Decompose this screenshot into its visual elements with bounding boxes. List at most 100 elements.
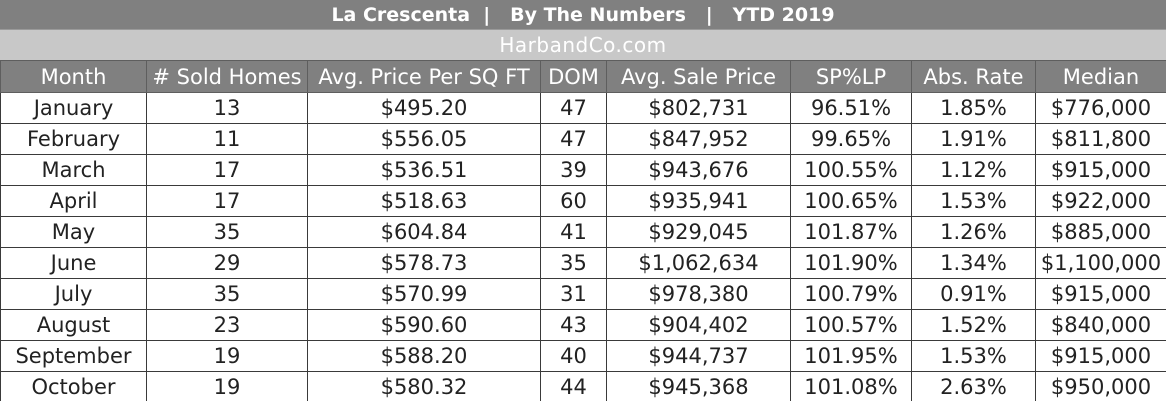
cell-avg-sale-price: $978,380: [606, 278, 791, 310]
cell-price-per-sqft: $518.63: [307, 185, 541, 217]
table-body: January 13 $495.20 47 $802,731 96.51% 1.85% $77…: [0, 92, 1166, 401]
cell-price-per-sqft: $590.60: [307, 309, 541, 341]
cell-median: $950,000: [1035, 371, 1166, 401]
cell-dom: 47: [540, 123, 607, 155]
cell-sp-lp: 101.08%: [790, 371, 912, 401]
table-row: October 19 $580.32 44 $945,368 101.08% 2.63% $9…: [0, 371, 1166, 401]
cell-avg-sale-price: $1,062,634: [606, 247, 791, 279]
cell-median: $776,000: [1035, 92, 1166, 124]
cell-month: January: [0, 92, 147, 124]
cell-median: $811,800: [1035, 123, 1166, 155]
cell-month: April: [0, 185, 147, 217]
cell-abs-rate: 2.63%: [911, 371, 1036, 401]
table-row: July 35 $570.99 31 $978,380 100.79% 0.91% $915,…: [0, 278, 1166, 310]
cell-dom: 31: [540, 278, 607, 310]
cell-sold-homes: 35: [146, 216, 308, 248]
column-header-sp-lp: SP%LP: [790, 60, 912, 93]
column-header-sold-homes: # Sold Homes: [146, 60, 308, 93]
cell-sp-lp: 101.87%: [790, 216, 912, 248]
cell-dom: 41: [540, 216, 607, 248]
cell-avg-sale-price: $935,941: [606, 185, 791, 217]
cell-dom: 60: [540, 185, 607, 217]
cell-median: $922,000: [1035, 185, 1166, 217]
cell-month: June: [0, 247, 147, 279]
sheet-title: La Crescenta | By The Numbers | YTD 2019: [0, 0, 1166, 30]
cell-month: July: [0, 278, 147, 310]
column-header-abs-rate: Abs. Rate: [911, 60, 1036, 93]
cell-sp-lp: 96.51%: [790, 92, 912, 124]
cell-median: $915,000: [1035, 278, 1166, 310]
cell-price-per-sqft: $495.20: [307, 92, 541, 124]
cell-abs-rate: 1.26%: [911, 216, 1036, 248]
cell-abs-rate: 1.53%: [911, 340, 1036, 372]
cell-dom: 39: [540, 154, 607, 186]
table-row: February 11 $556.05 47 $847,952 99.65% 1.91% $8…: [0, 123, 1166, 155]
cell-avg-sale-price: $945,368: [606, 371, 791, 401]
cell-abs-rate: 1.52%: [911, 309, 1036, 341]
cell-price-per-sqft: $604.84: [307, 216, 541, 248]
cell-price-per-sqft: $570.99: [307, 278, 541, 310]
cell-price-per-sqft: $588.20: [307, 340, 541, 372]
cell-median: $915,000: [1035, 340, 1166, 372]
header-row: Month # Sold Homes Avg. Price Per SQ FT DOM…: [0, 60, 1166, 93]
column-header-month: Month: [0, 60, 147, 93]
cell-dom: 44: [540, 371, 607, 401]
column-header-price-per-sqft: Avg. Price Per SQ FT: [307, 60, 541, 93]
cell-abs-rate: 1.34%: [911, 247, 1036, 279]
cell-sp-lp: 100.79%: [790, 278, 912, 310]
cell-avg-sale-price: $944,737: [606, 340, 791, 372]
cell-abs-rate: 1.12%: [911, 154, 1036, 186]
cell-sold-homes: 19: [146, 340, 308, 372]
cell-price-per-sqft: $580.32: [307, 371, 541, 401]
cell-month: May: [0, 216, 147, 248]
cell-month: October: [0, 371, 147, 401]
cell-price-per-sqft: $536.51: [307, 154, 541, 186]
cell-sp-lp: 100.65%: [790, 185, 912, 217]
cell-sp-lp: 100.55%: [790, 154, 912, 186]
cell-avg-sale-price: $904,402: [606, 309, 791, 341]
cell-price-per-sqft: $556.05: [307, 123, 541, 155]
column-header-dom: DOM: [540, 60, 607, 93]
cell-avg-sale-price: $802,731: [606, 92, 791, 124]
cell-sold-homes: 23: [146, 309, 308, 341]
cell-month: September: [0, 340, 147, 372]
cell-sold-homes: 19: [146, 371, 308, 401]
table-row: August 23 $590.60 43 $904,402 100.57% 1.52% $84…: [0, 309, 1166, 341]
cell-sp-lp: 101.95%: [790, 340, 912, 372]
cell-median: $840,000: [1035, 309, 1166, 341]
table-row: January 13 $495.20 47 $802,731 96.51% 1.85% $77…: [0, 92, 1166, 124]
cell-sold-homes: 29: [146, 247, 308, 279]
cell-median: $915,000: [1035, 154, 1166, 186]
cell-dom: 40: [540, 340, 607, 372]
cell-sp-lp: 101.90%: [790, 247, 912, 279]
stats-table: Month # Sold Homes Avg. Price Per SQ FT DOM…: [0, 60, 1166, 401]
cell-avg-sale-price: $943,676: [606, 154, 791, 186]
cell-dom: 35: [540, 247, 607, 279]
cell-sp-lp: 100.57%: [790, 309, 912, 341]
cell-price-per-sqft: $578.73: [307, 247, 541, 279]
cell-abs-rate: 1.53%: [911, 185, 1036, 217]
cell-month: March: [0, 154, 147, 186]
cell-dom: 43: [540, 309, 607, 341]
cell-sold-homes: 11: [146, 123, 308, 155]
table-row: May 35 $604.84 41 $929,045 101.87% 1.26% $885,0…: [0, 216, 1166, 248]
cell-dom: 47: [540, 92, 607, 124]
table-row: March 17 $536.51 39 $943,676 100.55% 1.12% $915…: [0, 154, 1166, 186]
cell-month: August: [0, 309, 147, 341]
cell-sold-homes: 35: [146, 278, 308, 310]
table-row: June 29 $578.73 35 $1,062,634 101.90% 1.34% $1,…: [0, 247, 1166, 279]
column-header-median: Median: [1035, 60, 1166, 93]
cell-sold-homes: 13: [146, 92, 308, 124]
table-row: April 17 $518.63 60 $935,941 100.65% 1.53% $922…: [0, 185, 1166, 217]
sheet-subtitle: HarbandCo.com: [0, 30, 1166, 60]
cell-abs-rate: 1.91%: [911, 123, 1036, 155]
cell-sold-homes: 17: [146, 185, 308, 217]
cell-sp-lp: 99.65%: [790, 123, 912, 155]
table-row: September 19 $588.20 40 $944,737 101.95% 1.53%…: [0, 340, 1166, 372]
cell-avg-sale-price: $929,045: [606, 216, 791, 248]
cell-month: February: [0, 123, 147, 155]
cell-avg-sale-price: $847,952: [606, 123, 791, 155]
cell-median: $885,000: [1035, 216, 1166, 248]
cell-median: $1,100,000: [1035, 247, 1166, 279]
